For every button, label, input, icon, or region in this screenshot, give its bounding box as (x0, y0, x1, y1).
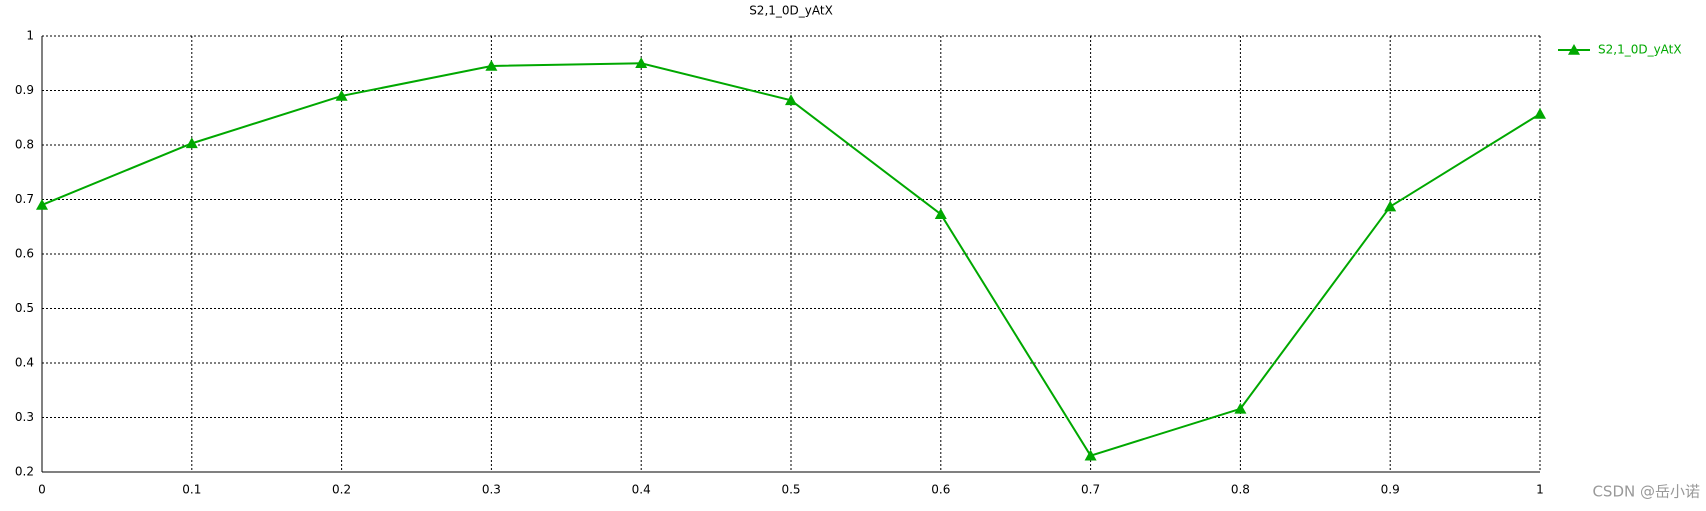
y-tick-label: 0.7 (15, 192, 34, 206)
x-tick-label: 0 (38, 483, 46, 497)
y-tick-label: 0.4 (15, 356, 34, 370)
marker (485, 59, 498, 71)
x-tick-label: 0.6 (931, 483, 950, 497)
x-tick-label: 1 (1536, 483, 1544, 497)
chart-title: S2,1_0D_yAtX (749, 4, 833, 18)
marker (635, 57, 648, 69)
x-tick-label: 0.3 (482, 483, 501, 497)
marker (1084, 449, 1097, 461)
marker (185, 137, 198, 149)
y-tick-label: 0.9 (15, 83, 34, 97)
x-tick-label: 0.4 (632, 483, 651, 497)
y-tick-label: 0.6 (15, 247, 34, 261)
y-tick-label: 0.3 (15, 410, 34, 424)
marker (335, 89, 348, 101)
y-tick-label: 0.5 (15, 301, 34, 315)
y-tick-label: 0.8 (15, 138, 34, 152)
legend-label: S2,1_0D_yAtX (1598, 43, 1682, 57)
x-tick-label: 0.8 (1231, 483, 1250, 497)
y-tick-label: 0.2 (15, 465, 34, 479)
x-tick-label: 0.5 (781, 483, 800, 497)
marker (934, 208, 947, 220)
marker (1534, 107, 1546, 119)
x-tick-label: 0.2 (332, 483, 351, 497)
watermark: CSDN @岳小诺 (1592, 483, 1700, 501)
x-tick-label: 0.9 (1381, 483, 1400, 497)
marker (1234, 402, 1247, 414)
marker (785, 94, 797, 106)
marker (1384, 200, 1397, 212)
marker (36, 198, 48, 210)
x-tick-label: 0.1 (182, 483, 201, 497)
y-tick-label: 1 (26, 29, 34, 43)
x-tick-label: 0.7 (1081, 483, 1100, 497)
legend-marker (1568, 44, 1580, 55)
